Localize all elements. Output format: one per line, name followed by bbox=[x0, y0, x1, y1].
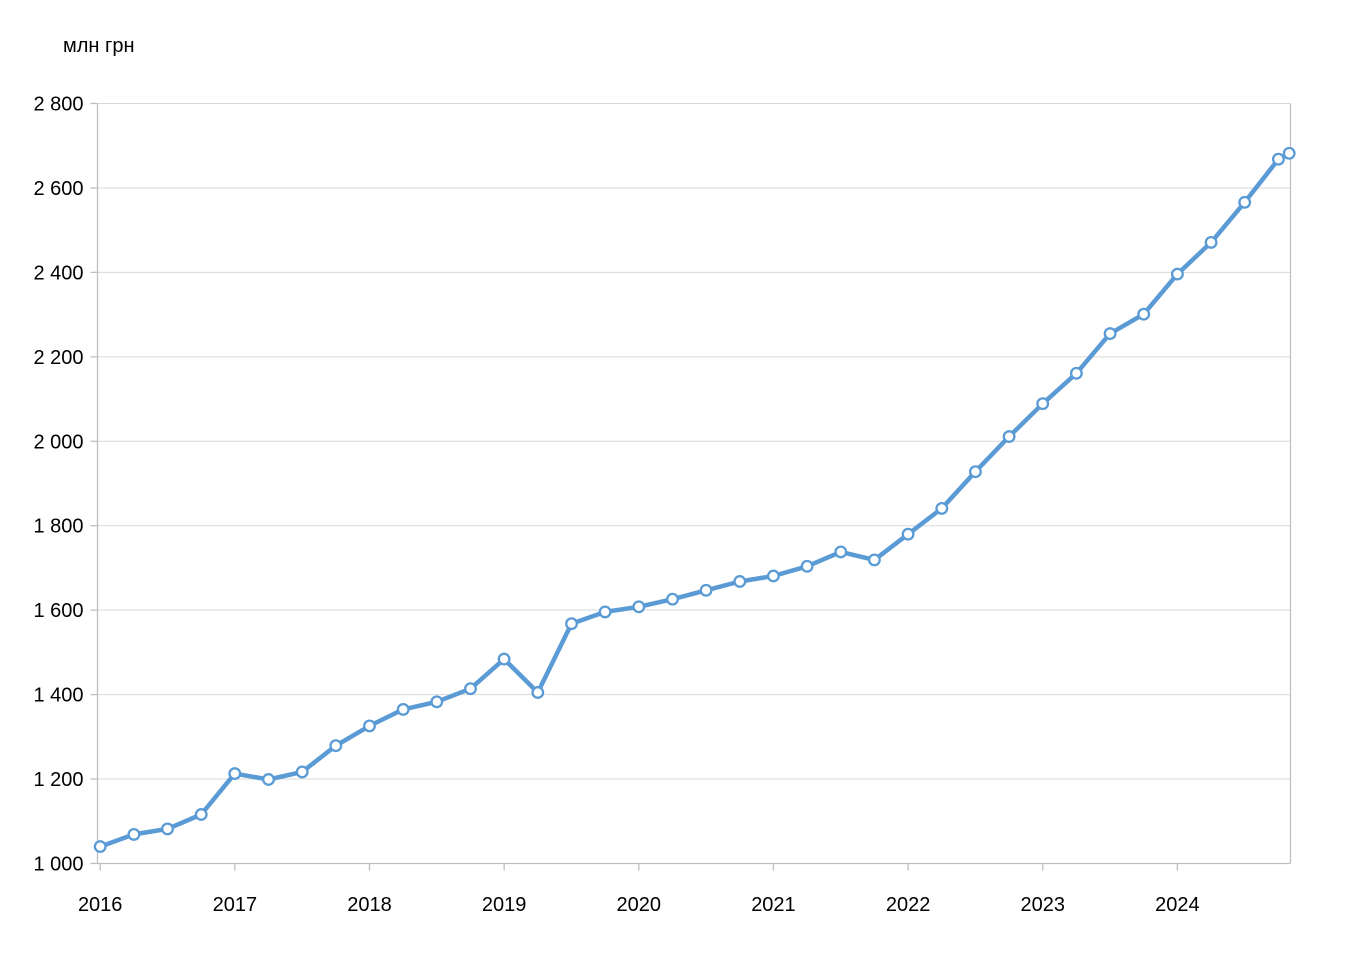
data-point-marker bbox=[1238, 195, 1252, 209]
x-axis-tick-label: 2024 bbox=[1155, 894, 1200, 916]
data-point-marker bbox=[430, 695, 444, 709]
data-point-marker bbox=[1282, 146, 1296, 160]
data-point-marker bbox=[1036, 397, 1050, 411]
data-point-marker bbox=[834, 545, 848, 559]
y-axis-tick-label: 1 600 bbox=[33, 600, 83, 622]
x-axis-tick-label: 2019 bbox=[482, 894, 527, 916]
data-point-marker bbox=[497, 652, 511, 666]
data-point-marker bbox=[901, 527, 915, 541]
data-point-marker bbox=[464, 682, 477, 696]
data-point-marker bbox=[127, 827, 141, 841]
x-axis-tick-label: 2016 bbox=[78, 894, 123, 916]
y-axis-tick-label: 2 000 bbox=[33, 431, 83, 453]
data-point-marker bbox=[1271, 152, 1285, 166]
data-point-marker bbox=[93, 840, 107, 854]
y-axis-tick-label: 2 400 bbox=[33, 262, 83, 284]
y-axis-tick-label: 1 000 bbox=[33, 854, 83, 876]
data-point-marker bbox=[194, 808, 208, 821]
x-axis-tick-label: 2020 bbox=[617, 894, 662, 916]
x-axis-tick-label: 2018 bbox=[347, 894, 392, 916]
data-point-marker bbox=[968, 465, 982, 479]
data-point-marker bbox=[1103, 327, 1117, 341]
y-axis-tick-label: 2 800 bbox=[33, 94, 83, 116]
y-axis-tick-label: 1 200 bbox=[33, 769, 83, 791]
data-point-marker bbox=[766, 569, 780, 583]
data-point-marker bbox=[262, 773, 275, 786]
x-axis-tick-label: 2022 bbox=[886, 894, 931, 916]
y-axis-tick-label: 2 600 bbox=[33, 178, 83, 200]
data-point-marker bbox=[733, 575, 747, 588]
data-point-marker bbox=[867, 553, 881, 567]
data-point-marker bbox=[329, 739, 343, 753]
data-point-marker bbox=[228, 767, 242, 781]
x-axis-tick-label: 2021 bbox=[751, 894, 796, 916]
data-point-marker bbox=[1137, 307, 1151, 321]
data-point-marker bbox=[565, 617, 578, 631]
data-point-marker bbox=[363, 719, 376, 733]
data-point-marker bbox=[1170, 267, 1184, 281]
data-point-marker bbox=[295, 765, 309, 779]
data-line bbox=[97, 151, 1292, 849]
y-axis-tick-label: 2 200 bbox=[33, 347, 83, 369]
data-point-marker bbox=[935, 501, 949, 515]
data-point-marker bbox=[1069, 366, 1083, 380]
data-point-marker bbox=[531, 686, 545, 699]
data-point-marker bbox=[396, 702, 410, 716]
axis-unit-label: млн грн bbox=[63, 35, 135, 57]
y-axis-tick-label: 1 400 bbox=[33, 685, 83, 707]
x-axis-tick-label: 2023 bbox=[1020, 894, 1065, 916]
data-point-marker bbox=[1002, 430, 1016, 444]
data-point-marker bbox=[800, 559, 814, 573]
data-point-marker bbox=[598, 605, 612, 619]
data-point-marker bbox=[632, 600, 646, 614]
data-point-marker bbox=[666, 592, 679, 606]
y-axis-tick-label: 1 800 bbox=[33, 516, 83, 538]
x-axis-tick-label: 2017 bbox=[213, 894, 258, 916]
data-point-marker bbox=[1204, 235, 1218, 249]
data-point-marker bbox=[161, 822, 174, 836]
data-point-marker bbox=[699, 583, 713, 597]
